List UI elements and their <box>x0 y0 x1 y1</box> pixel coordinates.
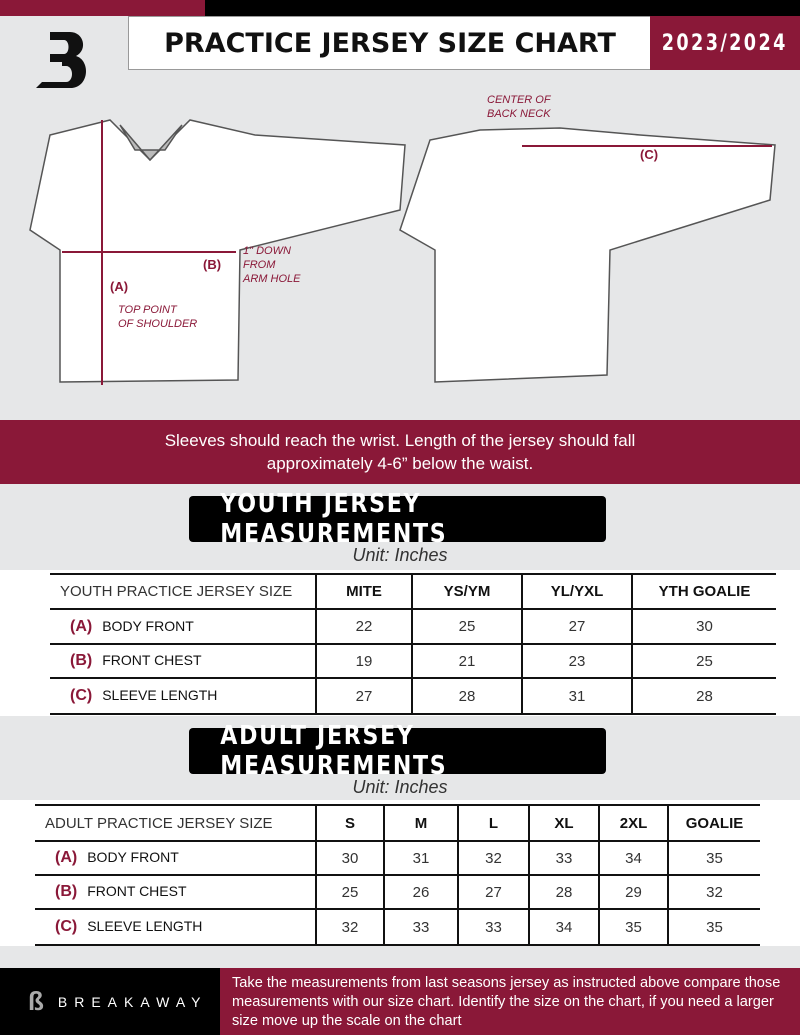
value-cell: 32 <box>316 909 385 946</box>
measure-lines <box>62 120 772 385</box>
value-cell: 27 <box>316 678 413 715</box>
footer-logo-icon: ß <box>28 986 44 1016</box>
youth-size-table: YOUTH PRACTICE JERSEY SIZE MITE YS/YM YL/YX… <box>50 573 776 715</box>
label-b: (B) <box>203 257 222 272</box>
adult-unit: Unit: Inches <box>352 777 448 797</box>
value-cell: 29 <box>599 875 669 910</box>
row-name: SLEEVE LENGTH <box>87 918 203 934</box>
row-letter: (B) <box>70 652 93 669</box>
season-label: 2023/2024 <box>662 30 788 56</box>
table-row: (C) SLEEVE LENGTH 32 33 33 34 35 35 <box>35 909 760 946</box>
value-cell: 31 <box>522 678 633 715</box>
header-cell: XL <box>529 805 600 842</box>
value-cell: 33 <box>458 909 530 946</box>
value-cell: 35 <box>668 909 760 946</box>
season-box: 2023/2024 <box>650 16 800 70</box>
header-cell: YS/YM <box>412 574 523 610</box>
page-title: PRACTICE JERSEY SIZE CHART <box>164 27 616 59</box>
row-name: FRONT CHEST <box>102 652 202 668</box>
value-cell: 27 <box>458 875 530 910</box>
row-name: BODY FRONT <box>87 849 179 865</box>
top-black-bar <box>205 0 800 16</box>
value-cell: 32 <box>458 841 530 876</box>
header-cell: MITE <box>316 574 413 610</box>
adult-section-title: ADULT JERSEY MEASUREMENTS <box>189 721 606 781</box>
value-cell: 33 <box>384 909 459 946</box>
value-cell: 32 <box>668 875 760 910</box>
value-cell: 34 <box>599 841 669 876</box>
adult-title-text: ADULT JERSEY MEASUREMENTS <box>220 721 448 781</box>
youth-title-text: YOUTH JERSEY MEASUREMENTS <box>220 489 448 549</box>
table-header-row: YOUTH PRACTICE JERSEY SIZE MITE YS/YM YL/YX… <box>50 574 776 610</box>
row-label: (A) BODY FRONT <box>50 609 317 645</box>
label-top-point: TOP POINT OF SHOULDER <box>118 304 198 330</box>
header-cell: YOUTH PRACTICE JERSEY SIZE <box>50 574 317 610</box>
label-a: (A) <box>110 279 129 294</box>
value-cell: 25 <box>632 644 776 679</box>
header-cell: YL/YXL <box>522 574 633 610</box>
label-down-from-armhole: 1" DOWN FROM ARM HOLE <box>243 245 301 285</box>
table-row: (A) BODY FRONT 22 25 27 30 <box>50 609 776 645</box>
value-cell: 25 <box>412 609 523 645</box>
value-cell: 28 <box>632 678 776 715</box>
row-name: FRONT CHEST <box>87 883 187 899</box>
row-letter: (A) <box>70 617 93 635</box>
footer-instructions: Take the measurements from last seasons … <box>220 968 800 1035</box>
header-title-box: PRACTICE JERSEY SIZE CHART <box>128 16 652 70</box>
row-name: SLEEVE LENGTH <box>102 687 218 703</box>
row-name: BODY FRONT <box>102 617 194 634</box>
value-cell: 34 <box>529 909 600 946</box>
value-cell: 22 <box>316 609 413 645</box>
header-cell: 2XL <box>599 805 669 842</box>
table-row: (B) FRONT CHEST 19 21 23 25 <box>50 644 776 679</box>
table-row: (B) FRONT CHEST 25 26 27 28 29 32 <box>35 875 760 910</box>
value-cell: 28 <box>529 875 600 910</box>
value-cell: 27 <box>522 609 633 645</box>
top-accent-bar <box>0 0 205 16</box>
back-jersey <box>399 127 776 383</box>
table-header-row: ADULT PRACTICE JERSEY SIZE S M L XL 2XL GOALIE <box>35 805 760 842</box>
header-cell: GOALIE <box>668 805 760 842</box>
instruction-line-1: Sleeves should reach the wrist. Length o… <box>164 431 636 450</box>
value-cell: 35 <box>599 909 669 946</box>
value-cell: 25 <box>316 875 385 910</box>
row-letter: (C) <box>70 687 93 704</box>
value-cell: 28 <box>412 678 523 715</box>
label-center-back-neck: CENTER OF BACK NECK <box>487 94 551 120</box>
footer-brand: ß BREAKAWAY <box>0 968 220 1035</box>
header-cell: YTH GOALIE <box>632 574 776 610</box>
value-cell: 35 <box>668 841 760 876</box>
row-label: (C) SLEEVE LENGTH <box>50 678 317 715</box>
table-row: (A) BODY FRONT 30 31 32 33 34 35 <box>35 841 760 876</box>
row-label: (C) SLEEVE LENGTH <box>35 909 317 946</box>
row-label: (B) FRONT CHEST <box>35 875 317 910</box>
value-cell: 26 <box>384 875 459 910</box>
footer-brand-name: BREAKAWAY <box>57 993 208 1010</box>
header-cell: M <box>384 805 459 842</box>
row-label: (A) BODY FRONT <box>35 841 317 876</box>
jersey-diagram <box>29 119 776 385</box>
value-cell: 31 <box>384 841 459 876</box>
label-c: (C) <box>640 147 659 162</box>
table-row: (C) SLEEVE LENGTH 27 28 31 28 <box>50 678 776 715</box>
row-label: (B) FRONT CHEST <box>50 644 317 679</box>
instruction-banner: Sleeves should reach the wrist. Length o… <box>0 420 800 484</box>
value-cell: 33 <box>529 841 600 876</box>
row-letter: (B) <box>55 883 78 900</box>
brand-logo <box>28 26 98 96</box>
header-cell: L <box>458 805 530 842</box>
header-cell: S <box>316 805 385 842</box>
value-cell: 23 <box>522 644 633 679</box>
adult-size-table: ADULT PRACTICE JERSEY SIZE S M L XL 2XL GOALIE… <box>35 804 760 946</box>
instruction-line-2: approximately 4-6” below the waist. <box>266 454 534 473</box>
row-letter: (C) <box>55 918 78 935</box>
youth-section-title: YOUTH JERSEY MEASUREMENTS <box>189 489 606 549</box>
value-cell: 21 <box>412 644 523 679</box>
row-letter: (A) <box>55 849 78 866</box>
header-cell: ADULT PRACTICE JERSEY SIZE <box>35 805 317 842</box>
value-cell: 19 <box>316 644 413 679</box>
value-cell: 30 <box>316 841 385 876</box>
value-cell: 30 <box>632 609 776 645</box>
youth-unit: Unit: Inches <box>352 545 448 565</box>
